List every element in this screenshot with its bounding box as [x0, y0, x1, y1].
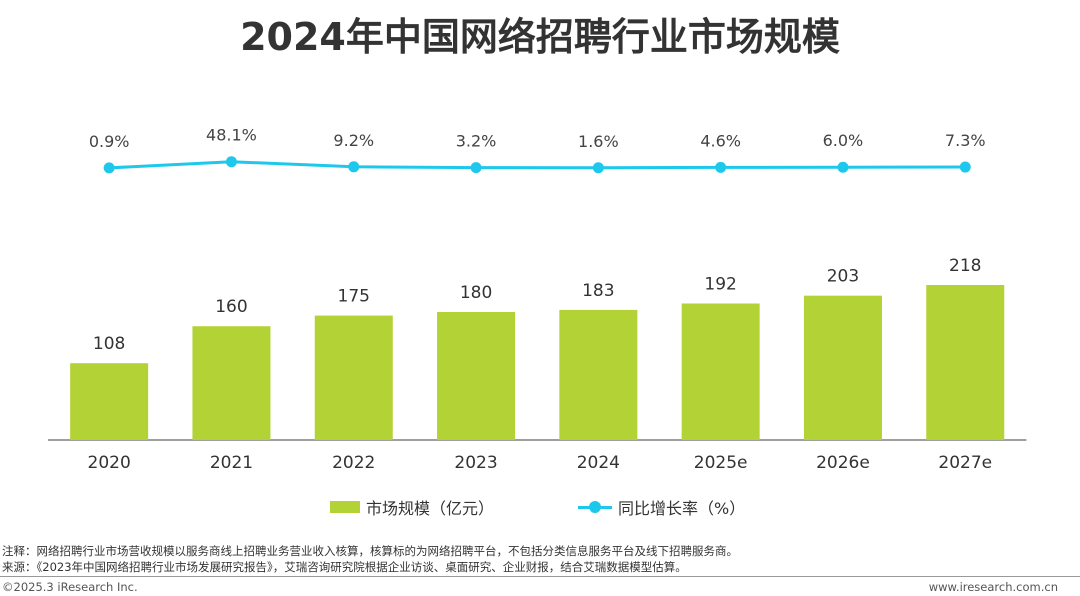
growth-value-label: 6.0%	[823, 131, 864, 150]
x-tick-label: 2026e	[816, 453, 870, 473]
growth-value-label: 4.6%	[700, 131, 741, 150]
bar-value-label: 108	[93, 334, 125, 354]
legend-bar-label: 市场规模（亿元）	[366, 499, 495, 518]
growth-value-label: 3.2%	[456, 132, 497, 151]
x-tick-label: 2021	[210, 453, 253, 473]
legend-item-bar: 市场规模（亿元）	[330, 495, 494, 519]
legend-line-swatch	[578, 501, 612, 513]
bar	[437, 312, 516, 440]
growth-value-label: 7.3%	[945, 131, 986, 150]
growth-point	[837, 161, 849, 173]
growth-line	[109, 160, 966, 170]
growth-point	[959, 161, 971, 173]
bar-value-label: 183	[582, 281, 614, 301]
bar-value-label: 203	[827, 267, 859, 287]
bar	[926, 285, 1005, 440]
legend-line-label: 同比增长率（%）	[618, 499, 746, 518]
x-tick-label: 2025e	[694, 453, 748, 473]
x-tick-label: 2027e	[938, 453, 992, 473]
x-tick-label: 2023	[454, 453, 497, 473]
bar-value-label: 192	[704, 274, 736, 294]
growth-point	[470, 162, 482, 174]
bar	[803, 295, 882, 440]
chart-title: 2024年中国网络招聘行业市场规模	[240, 15, 840, 59]
x-tick-label: 2020	[88, 453, 131, 473]
growth-point	[592, 162, 604, 174]
bar	[314, 315, 393, 440]
footer-website[interactable]: www.iresearch.com.cn	[928, 580, 1058, 594]
bar	[559, 309, 638, 440]
growth-point	[225, 156, 237, 168]
growth-value-label: 1.6%	[578, 132, 619, 151]
growth-value-label: 0.9%	[89, 132, 130, 151]
growth-value-label: 9.2%	[333, 131, 374, 150]
growth-value-label: 48.1%	[206, 126, 257, 145]
bar	[192, 326, 271, 440]
bar-value-label: 175	[338, 287, 370, 307]
bar	[70, 363, 149, 440]
legend: 市场规模（亿元） 同比增长率（%）	[0, 495, 1080, 519]
bar-value-label: 218	[949, 256, 981, 276]
legend-bar-swatch	[330, 501, 360, 513]
x-tick-label: 2024	[577, 453, 620, 473]
growth-point	[715, 161, 727, 173]
bar-value-label: 180	[460, 283, 492, 303]
bar-value-label: 160	[215, 297, 247, 317]
footer-divider	[0, 576, 1080, 577]
footnote-source: 来源：《2023年中国网络招聘行业市场发展研究报告》，艾瑞咨询研究院根据企业访谈…	[2, 560, 687, 574]
growth-point	[103, 162, 115, 174]
footer-copyright: ©2025.3 iResearch Inc.	[2, 580, 138, 594]
legend-item-line: 同比增长率（%）	[578, 495, 745, 519]
bar	[681, 303, 760, 440]
growth-point	[348, 161, 360, 173]
footnote-note: 注释：网络招聘行业市场营收规模以服务商线上招聘业务营业收入核算，核算标的为网络招…	[2, 544, 738, 558]
x-tick-label: 2022	[332, 453, 375, 473]
chart-area: 108 2020 160 2021 175 2022 180 2023 183 2024 192 20…	[48, 126, 1027, 473]
